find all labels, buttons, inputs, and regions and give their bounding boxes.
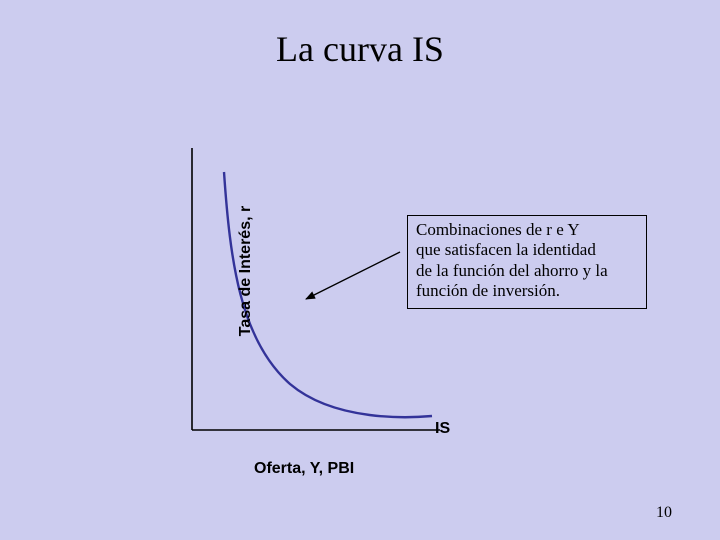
y-axis-label: Tasa de Interés, r [237, 171, 255, 371]
page-title: La curva IS [0, 28, 720, 70]
annotation-line: que satisfacen la identidad [416, 240, 596, 259]
page-number: 10 [656, 504, 672, 522]
x-axis-label: Oferta, Y, PBI [254, 460, 354, 478]
annotation-line: Combinaciones de r e Y [416, 220, 580, 239]
annotation-line: de la función del ahorro y la [416, 261, 608, 280]
annotation-box: Combinaciones de r e Yque satisfacen la … [407, 215, 647, 309]
is-curve-label: IS [435, 420, 450, 438]
annotation-arrow [306, 252, 400, 299]
is-curve [224, 172, 432, 417]
annotation-line: función de inversión. [416, 281, 560, 300]
slide: La curva IS Tasa de Interés, r Oferta, Y… [0, 0, 720, 540]
